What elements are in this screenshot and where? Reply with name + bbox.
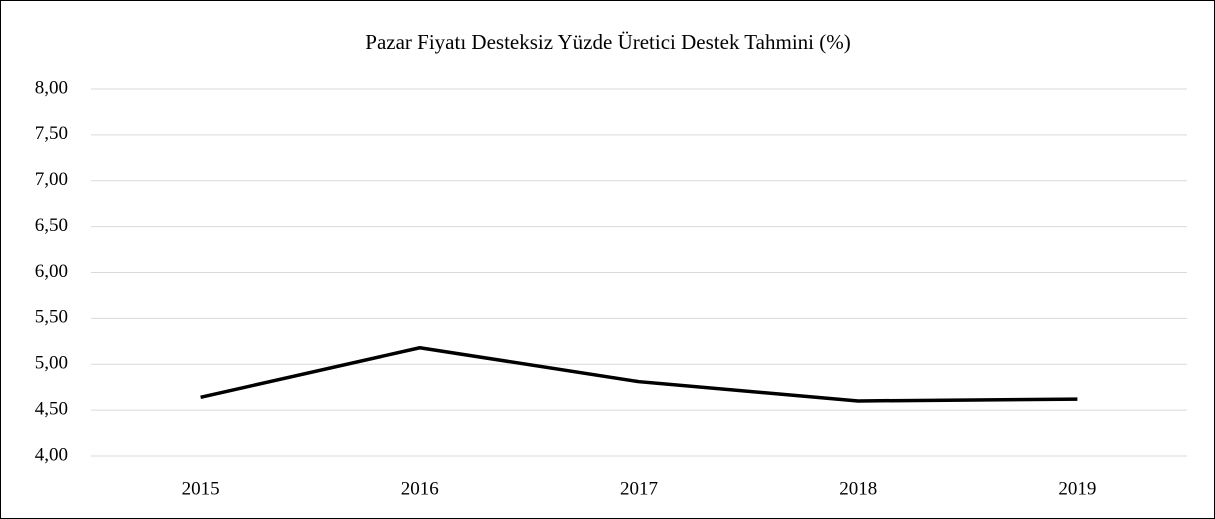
y-tick-label: 5,50 xyxy=(35,307,68,328)
data-line xyxy=(200,345,1078,403)
x-tick-label: 2015 xyxy=(182,478,220,499)
y-tick-label: 8,00 xyxy=(35,77,68,98)
chart-title: Pazar Fiyatı Desteksiz Yüzde Üretici Des… xyxy=(365,30,850,54)
y-tick-label: 6,50 xyxy=(35,215,68,236)
x-tick-label: 2018 xyxy=(839,478,877,499)
y-tick-label: 7,00 xyxy=(35,169,68,190)
y-tick-label: 5,00 xyxy=(35,353,68,374)
x-tick-label: 2016 xyxy=(401,478,439,499)
y-tick-label: 4,50 xyxy=(35,398,68,419)
x-tick-label: 2019 xyxy=(1058,478,1096,499)
y-tick-label: 7,50 xyxy=(35,123,68,144)
x-tick-label: 2017 xyxy=(620,478,658,499)
y-tick-label: 4,00 xyxy=(35,444,68,465)
y-tick-label: 6,00 xyxy=(35,261,68,282)
